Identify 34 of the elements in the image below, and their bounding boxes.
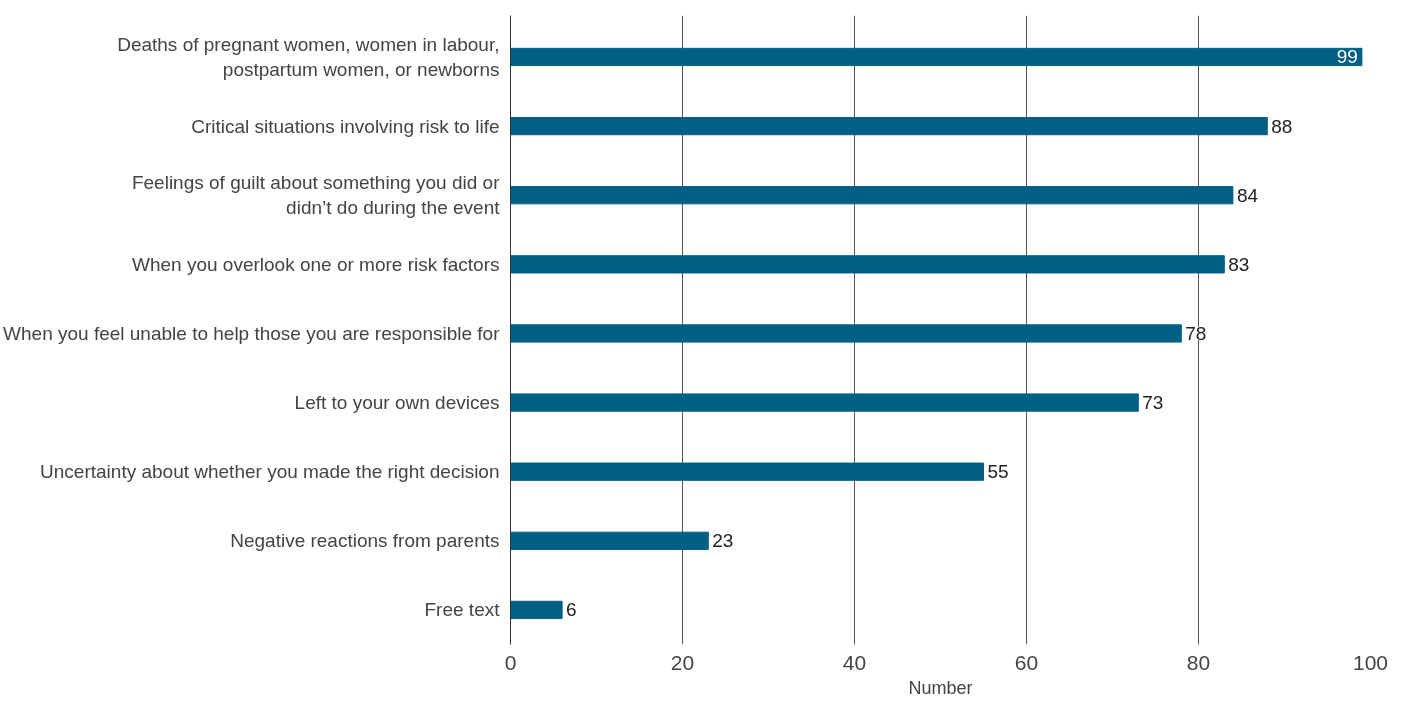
x-axis-title: Number [908, 677, 973, 698]
data-label: 84 [1236, 184, 1259, 206]
y-tick-label: Free text [424, 599, 501, 621]
data-label: 78 [1185, 322, 1207, 344]
bar [510, 186, 1234, 205]
bar [510, 462, 984, 481]
x-tick-label: 40 [842, 650, 867, 674]
data-label: 73 [1142, 392, 1164, 414]
y-tick-label: Left to your own devices [294, 392, 500, 414]
data-label: 55 [987, 461, 1009, 483]
bar [510, 393, 1139, 412]
y-tick-label: Critical situations involving risk to life [191, 115, 500, 137]
bar [510, 531, 709, 550]
bar [510, 324, 1182, 343]
data-label: 6 [566, 599, 577, 621]
x-tick-label: 0 [504, 650, 517, 674]
y-tick-label: Uncertainty about whether you made the right decision [40, 461, 500, 483]
data-label: 23 [712, 530, 734, 552]
bar [510, 600, 563, 620]
x-tick-label: 20 [670, 650, 695, 674]
y-tick-label: Negative reactions from parents [230, 530, 500, 552]
data-label: 83 [1228, 253, 1250, 275]
bar [510, 116, 1268, 136]
x-tick-label: 80 [1186, 650, 1211, 674]
y-tick-label: When you feel unable to help those you are responsible for [3, 322, 501, 344]
data-label: 88 [1271, 115, 1293, 137]
x-tick-label: 100 [1352, 650, 1389, 674]
y-tick-label: When you overlook one or more risk factors [132, 253, 500, 275]
bar [510, 47, 1363, 67]
bar [510, 255, 1225, 274]
data-label: 99 [1336, 46, 1358, 68]
y-tick-label: Deaths of pregnant women, women in labour, postpartum women, or newborns [117, 33, 500, 81]
y-tick-label: Feelings of guilt about something you did or didn’t do during the event [131, 172, 501, 219]
x-tick-label: 60 [1014, 650, 1039, 674]
